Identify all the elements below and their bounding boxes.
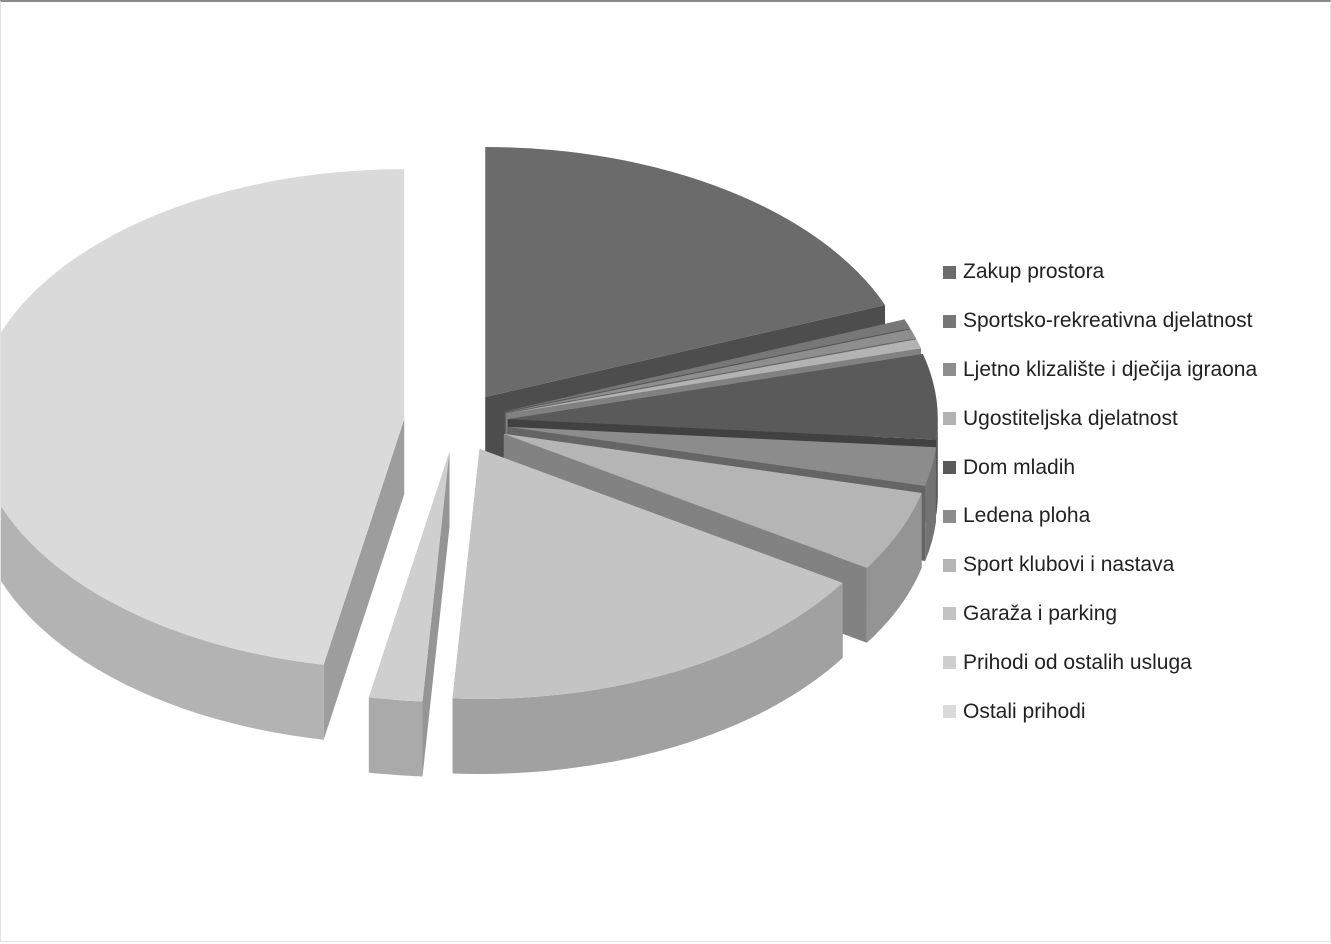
legend-swatch — [943, 314, 956, 328]
legend-label: Ostali prihodi — [963, 699, 1086, 723]
legend-label: Dom mladih — [963, 455, 1076, 479]
pie-slice-top — [1, 169, 405, 665]
legend-swatch — [943, 265, 956, 279]
legend-swatch — [943, 656, 956, 670]
pie-slice-side — [866, 492, 922, 643]
pie-slice-side — [1, 505, 324, 740]
pie-slice-side — [925, 447, 936, 561]
legend-swatch — [943, 461, 956, 475]
pie-slice-top — [485, 146, 886, 397]
pie-slice-side — [368, 697, 423, 777]
pie-slice-top — [368, 451, 450, 702]
legend-swatch — [943, 607, 956, 621]
legend-label: Prihodi od ostalih usluga — [963, 650, 1192, 674]
legend-swatch — [943, 412, 956, 426]
pie-slice-top — [505, 329, 916, 413]
legend-label: Zakup prostora — [963, 260, 1105, 284]
legend-item: Prihodi od ostalih usluga — [943, 638, 1328, 687]
legend-item: Ostali prihodi — [943, 687, 1328, 736]
legend-label: Ljetno klizalište i dječija igraona — [963, 357, 1258, 381]
pie-slice-top — [507, 354, 938, 440]
pie-slice-top — [503, 433, 922, 568]
legend-swatch — [943, 705, 956, 719]
legend-label: Garaža i parking — [963, 601, 1118, 625]
legend-label: Ugostiteljska djelatnost — [963, 406, 1178, 430]
legend-item: Ledena ploha — [943, 492, 1328, 541]
pie-slice-wall — [323, 419, 405, 740]
legend-label: Sport klubovi i nastava — [963, 553, 1175, 577]
legend-item: Sportsko-rekreativna djelatnost — [943, 297, 1328, 346]
pie-slice — [1, 169, 405, 740]
pie-slice-top — [505, 339, 922, 414]
legend-item: Ugostiteljska djelatnost — [943, 394, 1328, 443]
legend-swatch — [943, 558, 956, 572]
legend-label: Sportsko-rekreativna djelatnost — [963, 309, 1253, 333]
legend-item: Ljetno klizalište i dječija igraona — [943, 346, 1328, 395]
pie-slice-side — [452, 582, 843, 774]
pie-slice-top — [452, 448, 843, 699]
pie-slice-side — [936, 419, 938, 515]
pie-slice — [368, 451, 450, 777]
pie-slice-top — [507, 426, 936, 486]
legend-item: Garaža i parking — [943, 590, 1328, 639]
legend-swatch — [943, 363, 956, 377]
legend-item: Sport klubovi i nastava — [943, 541, 1328, 590]
legend-item: Dom mladih — [943, 443, 1328, 492]
legend-label: Ledena ploha — [963, 504, 1091, 528]
chart-legend: Zakup prostora Sportsko-rekreativna djela… — [943, 248, 1328, 736]
pie-slice-top — [504, 319, 911, 412]
legend-item: Zakup prostora — [943, 248, 1328, 297]
pie-slice — [452, 448, 843, 774]
legend-swatch — [943, 509, 956, 523]
